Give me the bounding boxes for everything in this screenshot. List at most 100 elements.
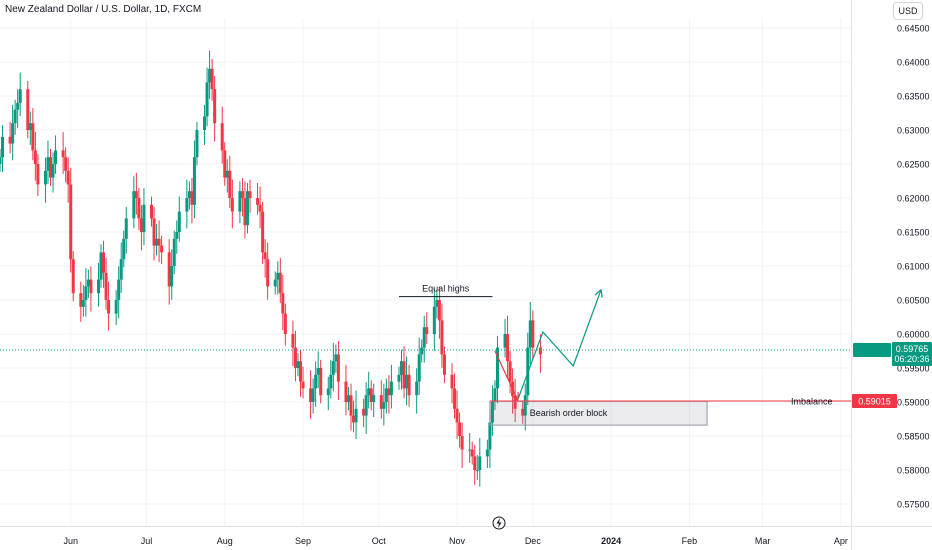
candle-body <box>170 266 174 287</box>
candle-body <box>523 395 527 416</box>
candle-body <box>223 150 227 178</box>
candle-body <box>344 381 348 402</box>
candle-body <box>195 130 199 158</box>
candle-body <box>167 252 171 287</box>
candle-body <box>213 89 217 124</box>
candle-body <box>66 170 70 185</box>
candle-body <box>172 238 176 266</box>
candle-body <box>104 272 108 300</box>
candle-body <box>319 368 323 396</box>
candle-body <box>531 320 535 348</box>
candle-body <box>203 116 207 130</box>
candle-body <box>261 211 265 253</box>
candle-body <box>84 286 88 300</box>
candle-body <box>81 300 85 307</box>
candle-body <box>132 191 136 219</box>
projection-up-line[interactable] <box>517 289 602 401</box>
candle-body <box>187 191 191 198</box>
candle-body <box>372 395 376 402</box>
candle-body <box>124 218 128 239</box>
candle-body <box>309 388 313 402</box>
candle-body <box>490 402 494 423</box>
y-tick-label: 0.64500 <box>897 24 930 34</box>
candle-body <box>240 191 244 198</box>
y-tick-label: 0.58000 <box>897 466 930 476</box>
candle-body <box>248 191 252 198</box>
candle-body <box>389 381 393 396</box>
candle-body <box>506 334 510 362</box>
current-price-tag <box>892 341 932 366</box>
candle-body <box>521 408 525 416</box>
candle-body <box>311 388 315 402</box>
candle-body <box>299 361 303 382</box>
candle-body <box>538 347 542 355</box>
candle-body <box>185 198 189 212</box>
candle-body <box>437 300 441 321</box>
candle-body <box>205 82 209 117</box>
candle-body <box>475 470 479 471</box>
countdown-label: 06:20:36 <box>894 354 929 364</box>
candle-body <box>495 347 499 389</box>
x-tick-label: Jun <box>63 536 78 546</box>
candle-body <box>64 157 68 171</box>
currency-button[interactable]: USD <box>893 2 923 20</box>
candle-body <box>435 300 439 307</box>
y-tick-label: 0.63000 <box>897 126 930 136</box>
candle-body <box>384 388 388 402</box>
y-tick-label: 0.60000 <box>897 330 930 340</box>
y-tick-label: 0.64000 <box>897 58 930 68</box>
candle-body <box>258 204 262 212</box>
candle-body <box>175 232 179 239</box>
candle-body <box>157 238 161 246</box>
candle-body <box>16 102 20 110</box>
x-tick-label: Sep <box>295 536 311 546</box>
candle-body <box>117 279 121 300</box>
candle-body <box>177 211 181 232</box>
candle-body <box>13 109 17 124</box>
y-tick-label: 0.62500 <box>897 160 930 170</box>
candle-body <box>352 415 356 423</box>
candle-body <box>425 327 429 334</box>
candle-body <box>470 449 474 457</box>
candle-body <box>263 252 267 260</box>
projection-down-arrowhead <box>510 391 519 402</box>
candle-body <box>460 436 464 450</box>
x-tick-label: Mar <box>755 536 771 546</box>
candle-body <box>485 449 489 457</box>
candle-body <box>122 238 126 260</box>
candle-body <box>417 354 421 382</box>
candle-body <box>432 306 436 334</box>
y-tick-label: 0.61000 <box>897 262 930 272</box>
y-tick-label: 0.58500 <box>897 432 930 442</box>
candle-body <box>142 204 146 232</box>
candle-body <box>453 388 457 409</box>
candle-body <box>225 170 229 178</box>
x-tick-label: Oct <box>372 536 387 546</box>
candle-body <box>26 89 30 130</box>
candle-body <box>420 347 424 355</box>
candle-body <box>314 374 318 389</box>
candle-body <box>440 320 444 355</box>
candle-body <box>51 164 55 178</box>
candle-body <box>11 123 15 144</box>
y-tick-label: 0.57500 <box>897 500 930 510</box>
projection-down-line[interactable] <box>494 350 519 401</box>
candle-body <box>79 293 83 307</box>
candle-body <box>316 368 320 375</box>
candle-body <box>346 395 350 402</box>
x-tick-label: Jul <box>141 536 153 546</box>
candle-body <box>379 395 383 409</box>
candle-body <box>283 313 287 334</box>
candle-body <box>46 157 50 171</box>
current-price-label: 0.59765 <box>896 344 929 354</box>
candle-body <box>382 402 386 409</box>
candle-body <box>190 191 194 205</box>
candle-body <box>256 198 260 205</box>
candle-body <box>503 334 507 348</box>
projection-up-arrowhead <box>594 288 603 298</box>
candle-body <box>400 361 404 375</box>
equal-highs-label: Equal highs <box>422 284 470 294</box>
candle-body <box>276 272 280 280</box>
y-tick-label: 0.62000 <box>897 194 930 204</box>
